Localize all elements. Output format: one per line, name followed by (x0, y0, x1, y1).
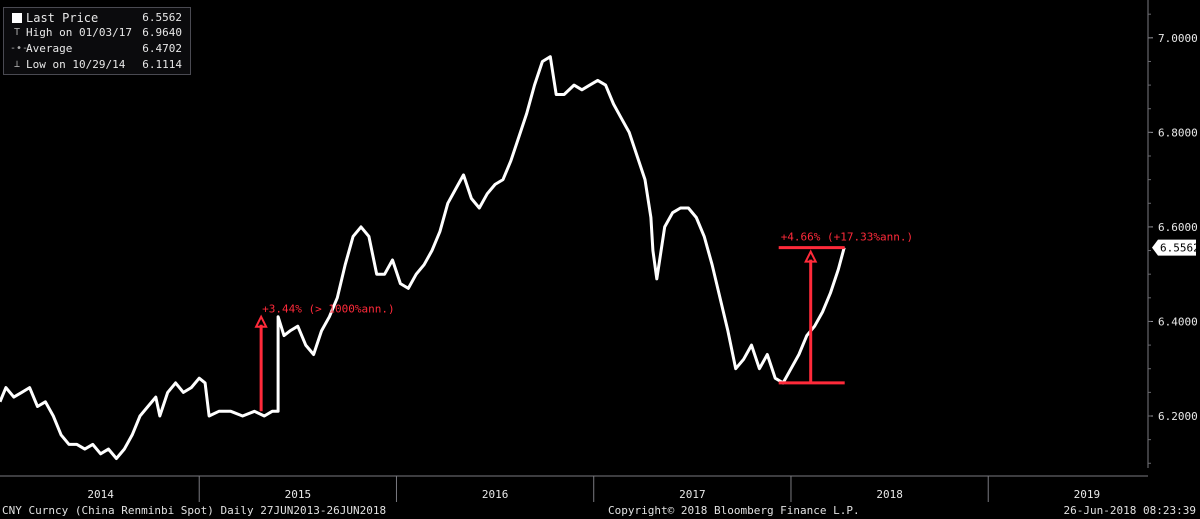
legend-high: T High on 01/03/17 6.9640 (4, 26, 190, 40)
legend-average: -•- Average 6.4702 (4, 42, 190, 56)
x-tick-label: 2015 (285, 488, 312, 501)
footer: CNY Curncy (China Renminbi Spot) Daily 2… (0, 503, 1200, 519)
footer-security: CNY Curncy (China Renminbi Spot) Daily 2… (2, 504, 387, 517)
annotation-arrowhead-2 (804, 249, 818, 263)
x-tick-label: 2017 (679, 488, 706, 501)
x-tick-label: 2014 (87, 488, 114, 501)
legend-average-value: 6.4702 (142, 42, 182, 55)
legend-box-icon (10, 11, 24, 25)
series-line-0 (0, 55, 846, 460)
x-axis: 2014 2015 2016 2017 2018 2019 (0, 475, 1148, 502)
x-tick-label: 2018 (876, 488, 903, 501)
legend-high-label: High on 01/03/17 (26, 26, 132, 39)
legend-average-label: Average (26, 42, 73, 55)
average-marker-icon: -•- (10, 43, 29, 54)
legend-last-label: Last Price (26, 11, 99, 25)
x-tick-label: 2016 (482, 488, 509, 501)
y-tick-label: 6.6000 (1158, 221, 1198, 234)
legend-low: ⊥ Low on 10/29/14 6.1114 (4, 58, 190, 72)
legend-last-price: Last Price 6.5562 (4, 11, 190, 25)
y-tick-label: 7.0000 (1158, 32, 1198, 45)
high-marker-icon: T (13, 27, 21, 38)
y-tick-label: 6.8000 (1158, 126, 1198, 139)
legend: Last Price 6.5562 T High on 01/03/17 6.9… (3, 7, 191, 75)
legend-low-value: 6.1114 (142, 58, 182, 71)
y-axis: 6.2000 6.4000 6.6000 6.8000 7.0000 (1147, 0, 1198, 468)
x-tick-label: 2019 (1074, 488, 1101, 501)
legend-last-value: 6.5562 (142, 11, 182, 24)
footer-timestamp: 26-Jun-2018 08:23:39 (1063, 504, 1196, 517)
footer-copyright: Copyright© 2018 Bloomberg Finance L.P. (608, 504, 860, 517)
last-price-tag: 6.5562 (1152, 239, 1200, 256)
y-tick-label: 6.2000 (1158, 410, 1198, 423)
y-tick-label: 6.4000 (1158, 315, 1198, 328)
annotation-label-1: +3.44% (> 1000%ann.) (262, 303, 394, 316)
legend-low-label: Low on 10/29/14 (26, 58, 126, 71)
price-series (0, 55, 846, 460)
annotation-label-2: +4.66% (+17.33%ann.) (781, 231, 913, 244)
last-price-tag-bg (1152, 239, 1196, 256)
last-price-tag-label: 6.5562 (1160, 242, 1200, 255)
low-marker-icon: ⊥ (13, 59, 21, 70)
legend-high-value: 6.9640 (142, 26, 182, 39)
annotations: +3.44% (> 1000%ann.) +4.66% (+17.33%ann.) (254, 231, 913, 412)
annotation-arrowhead-1 (254, 314, 268, 328)
